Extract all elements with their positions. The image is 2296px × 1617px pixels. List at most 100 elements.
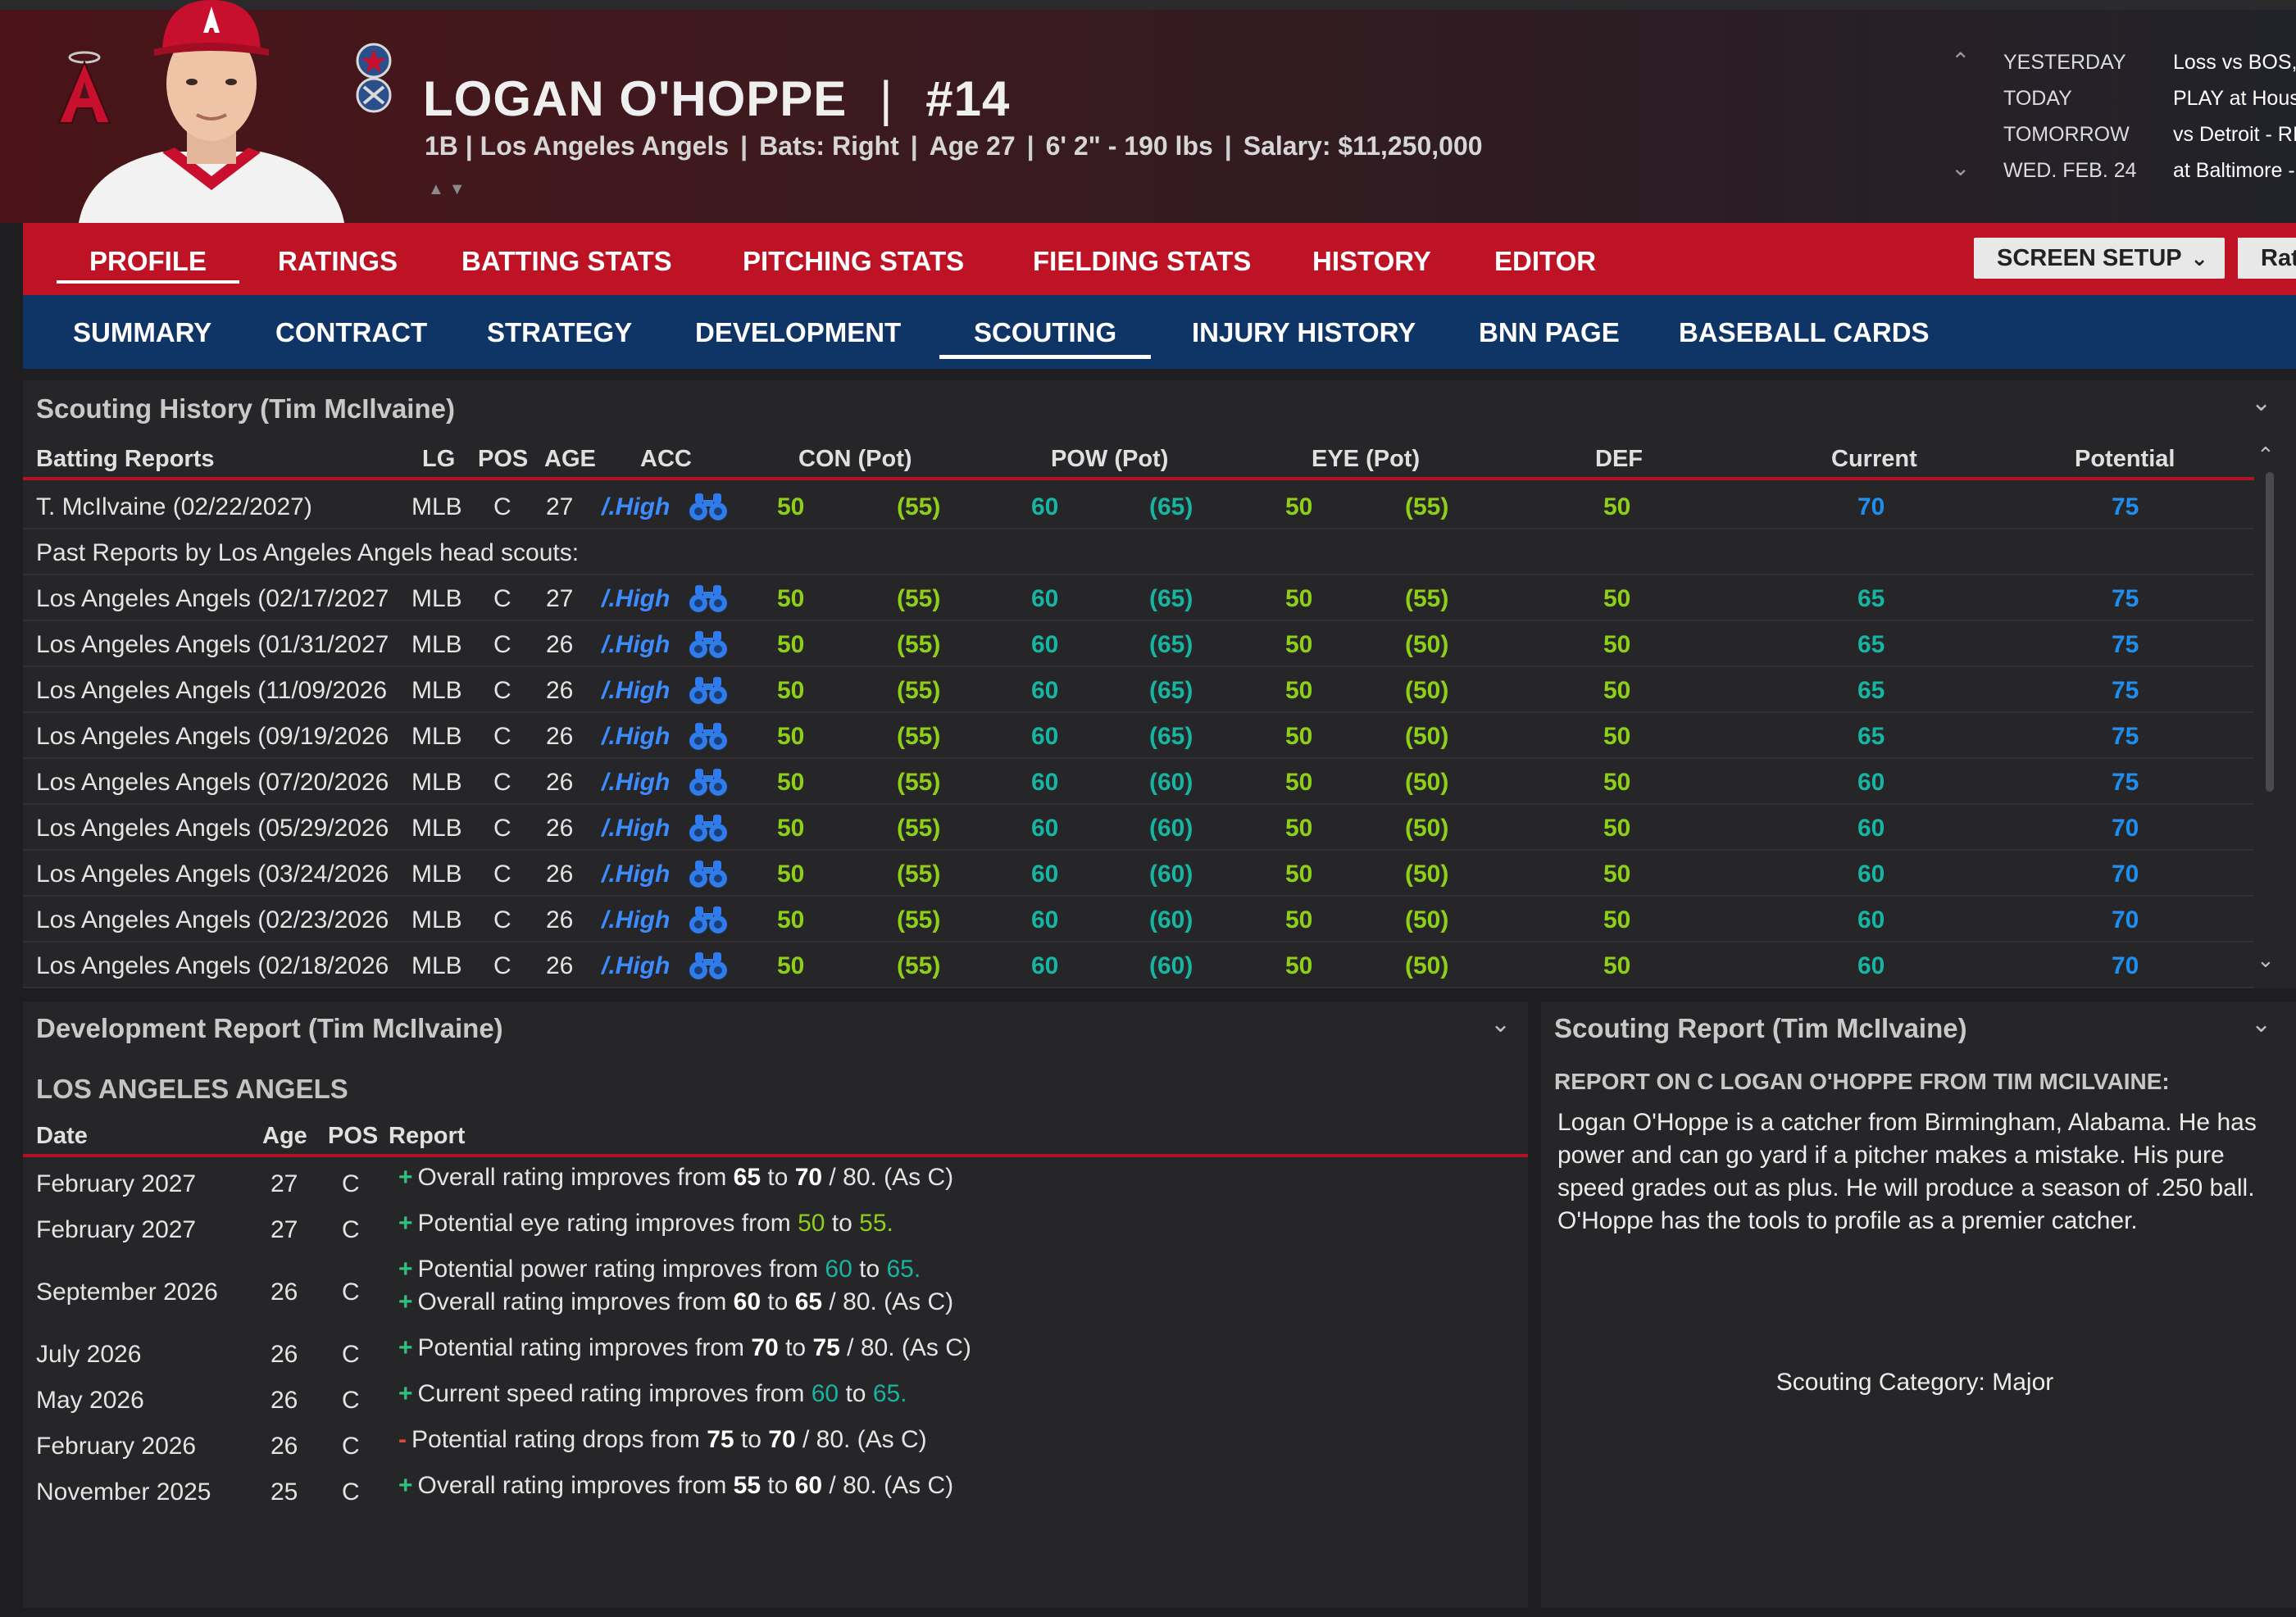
col-report[interactable]: Report bbox=[389, 1123, 466, 1149]
col-batting-reports[interactable]: Batting Reports bbox=[36, 446, 215, 472]
col-age[interactable]: Age bbox=[262, 1123, 307, 1149]
report-pos: C bbox=[493, 677, 511, 704]
dev-report-text: to bbox=[761, 1288, 795, 1315]
col-current[interactable]: Current bbox=[1831, 446, 1917, 472]
dev-age: 27 bbox=[271, 1216, 298, 1243]
tab-scouting[interactable]: SCOUTING bbox=[939, 295, 1152, 369]
tab-fielding-stats[interactable]: FIELDING STATS bbox=[1033, 246, 1252, 276]
collapse-chevron-icon[interactable]: ⌄ bbox=[1490, 1011, 1512, 1038]
tab-contract[interactable]: CONTRACT bbox=[275, 317, 428, 347]
player-salary: Salary: $11,250,000 bbox=[1243, 131, 1483, 161]
schedule-row-today[interactable]: TODAY PLAY at Hous bbox=[2003, 87, 2296, 110]
report-name: Los Angeles Angels (02/18/2026 bbox=[36, 952, 389, 979]
tab-editor[interactable]: EDITOR bbox=[1494, 246, 1597, 276]
dev-report-text: Overall rating improves from bbox=[417, 1472, 734, 1499]
col-age[interactable]: AGE bbox=[544, 446, 596, 472]
plus-icon: + bbox=[398, 1472, 413, 1499]
col-acc[interactable]: ACC bbox=[640, 446, 692, 472]
col-eye[interactable]: EYE (Pot) bbox=[1312, 446, 1421, 472]
screen-setup-dropdown[interactable]: SCREEN SETUP ⌄ bbox=[1974, 238, 2225, 279]
collapse-chevron-icon[interactable]: ⌄ bbox=[2251, 1011, 2272, 1038]
past-report-row[interactable]: Los Angeles Angels (03/24/2026 MLB C 26 /.Hi… bbox=[23, 851, 2254, 897]
dev-report-text: Potential rating improves from bbox=[417, 1334, 752, 1361]
report-def: 50 bbox=[1603, 585, 1631, 612]
tab-profile[interactable]: PROFILE bbox=[56, 223, 240, 295]
col-pos[interactable]: POS bbox=[328, 1123, 379, 1149]
report-eye-pot: (50) bbox=[1405, 861, 1449, 888]
dev-report-text: 60 bbox=[825, 1256, 852, 1283]
ratings-button[interactable]: Rat bbox=[2238, 238, 2296, 279]
tab-batting-stats[interactable]: BATTING STATS bbox=[461, 246, 672, 276]
report-eye: 50 bbox=[1285, 585, 1313, 612]
dev-report-line: + Current speed rating improves from 60 t… bbox=[398, 1380, 907, 1408]
col-con[interactable]: CON (Pot) bbox=[798, 446, 912, 472]
tab-summary[interactable]: SUMMARY bbox=[73, 317, 212, 347]
schedule-row-tomorrow[interactable]: TOMORROW vs Detroit - RI bbox=[2003, 123, 2296, 146]
dev-date: February 2027 bbox=[36, 1170, 197, 1197]
all-star-award-icon[interactable] bbox=[352, 43, 395, 116]
report-lg: MLB bbox=[411, 631, 462, 658]
binoculars-icon[interactable] bbox=[689, 767, 728, 797]
col-lg[interactable]: LG bbox=[422, 446, 456, 472]
name-separator: | bbox=[880, 71, 893, 126]
binoculars-icon[interactable] bbox=[689, 492, 728, 521]
report-current: 65 bbox=[1857, 631, 1885, 658]
report-eye: 50 bbox=[1285, 723, 1313, 750]
binoculars-icon[interactable] bbox=[689, 584, 728, 613]
report-pos: C bbox=[493, 723, 511, 750]
binoculars-icon[interactable] bbox=[689, 905, 728, 934]
binoculars-icon[interactable] bbox=[689, 675, 728, 705]
past-report-row[interactable]: Los Angeles Angels (01/31/2027 MLB C 26 /.Hi… bbox=[23, 621, 2254, 667]
dev-report-text: 70 bbox=[751, 1334, 779, 1361]
schedule-up-arrow-icon[interactable]: ⌃ bbox=[1951, 48, 1971, 74]
col-date[interactable]: Date bbox=[36, 1123, 88, 1149]
schedule-row-yesterday[interactable]: YESTERDAY Loss vs BOS, bbox=[2003, 51, 2296, 74]
report-potential: 70 bbox=[2112, 952, 2139, 979]
player-nav-arrows[interactable]: ▲▼ bbox=[428, 180, 471, 198]
scrollbar[interactable] bbox=[2266, 472, 2274, 792]
dev-date: February 2027 bbox=[36, 1216, 197, 1243]
binoculars-icon[interactable] bbox=[689, 629, 728, 659]
col-potential[interactable]: Potential bbox=[2075, 446, 2176, 472]
past-report-row[interactable]: Los Angeles Angels (02/17/2027 MLB C 27 /.Hi… bbox=[23, 575, 2254, 621]
tab-baseball-cards[interactable]: BASEBALL CARDS bbox=[1679, 317, 1930, 347]
past-report-row[interactable]: Los Angeles Angels (11/09/2026 MLB C 26 /.Hi… bbox=[23, 667, 2254, 713]
report-potential: 75 bbox=[2112, 769, 2139, 796]
tab-strategy[interactable]: STRATEGY bbox=[487, 317, 633, 347]
tab-history[interactable]: HISTORY bbox=[1312, 246, 1431, 276]
report-name: T. McIlvaine (02/22/2027) bbox=[36, 493, 312, 520]
tab-ratings[interactable]: RATINGS bbox=[278, 246, 398, 276]
angels-logo-icon[interactable] bbox=[51, 48, 118, 126]
report-pos: C bbox=[493, 493, 511, 520]
dev-report-text: 60 bbox=[794, 1472, 823, 1499]
past-report-row[interactable]: Los Angeles Angels (02/18/2026 MLB C 26 /.Hi… bbox=[23, 942, 2254, 988]
dev-report-line: - Potential rating drops from 75 to 70 / … bbox=[398, 1426, 927, 1454]
tab-injury-history[interactable]: INJURY HISTORY bbox=[1192, 317, 1416, 347]
dev-report-text: 65 bbox=[733, 1164, 762, 1191]
report-pow-pot: (65) bbox=[1149, 585, 1193, 612]
col-def[interactable]: DEF bbox=[1595, 446, 1643, 472]
scroll-down-icon[interactable]: ⌄ bbox=[2257, 947, 2275, 972]
past-report-row[interactable]: Los Angeles Angels (07/20/2026 MLB C 26 /.Hi… bbox=[23, 759, 2254, 805]
schedule-down-arrow-icon[interactable]: ⌄ bbox=[1951, 155, 1971, 180]
tab-development[interactable]: DEVELOPMENT bbox=[695, 317, 902, 347]
binoculars-icon[interactable] bbox=[689, 813, 728, 843]
binoculars-icon[interactable] bbox=[689, 859, 728, 888]
schedule-row-next[interactable]: WED. FEB. 24 at Baltimore - bbox=[2003, 159, 2295, 182]
report-current: 70 bbox=[1857, 493, 1885, 520]
current-report-row[interactable]: T. McIlvaine (02/22/2027) MLB C 27 /.Hig… bbox=[23, 484, 2254, 529]
tab-bnn-page[interactable]: BNN PAGE bbox=[1479, 317, 1620, 347]
binoculars-icon[interactable] bbox=[689, 721, 728, 751]
col-pos[interactable]: POS bbox=[478, 446, 529, 472]
tab-pitching-stats[interactable]: PITCHING STATS bbox=[743, 246, 965, 276]
past-report-row[interactable]: Los Angeles Angels (09/19/2026 MLB C 26 /.Hi… bbox=[23, 713, 2254, 759]
past-report-row[interactable]: Los Angeles Angels (05/29/2026 MLB C 26 /.Hi… bbox=[23, 805, 2254, 851]
binoculars-icon[interactable] bbox=[689, 951, 728, 980]
player-info-line: 1B | Los Angeles Angels | Bats: Right | Age … bbox=[425, 131, 1483, 161]
collapse-chevron-icon[interactable]: ⌄ bbox=[2251, 389, 2272, 416]
scroll-up-icon[interactable]: ⌃ bbox=[2257, 443, 2275, 467]
col-pow[interactable]: POW (Pot) bbox=[1051, 446, 1169, 472]
past-report-row[interactable]: Los Angeles Angels (02/23/2026 MLB C 26 /.Hi… bbox=[23, 897, 2254, 942]
report-con: 50 bbox=[777, 815, 805, 842]
report-pow-pot: (65) bbox=[1149, 631, 1193, 658]
